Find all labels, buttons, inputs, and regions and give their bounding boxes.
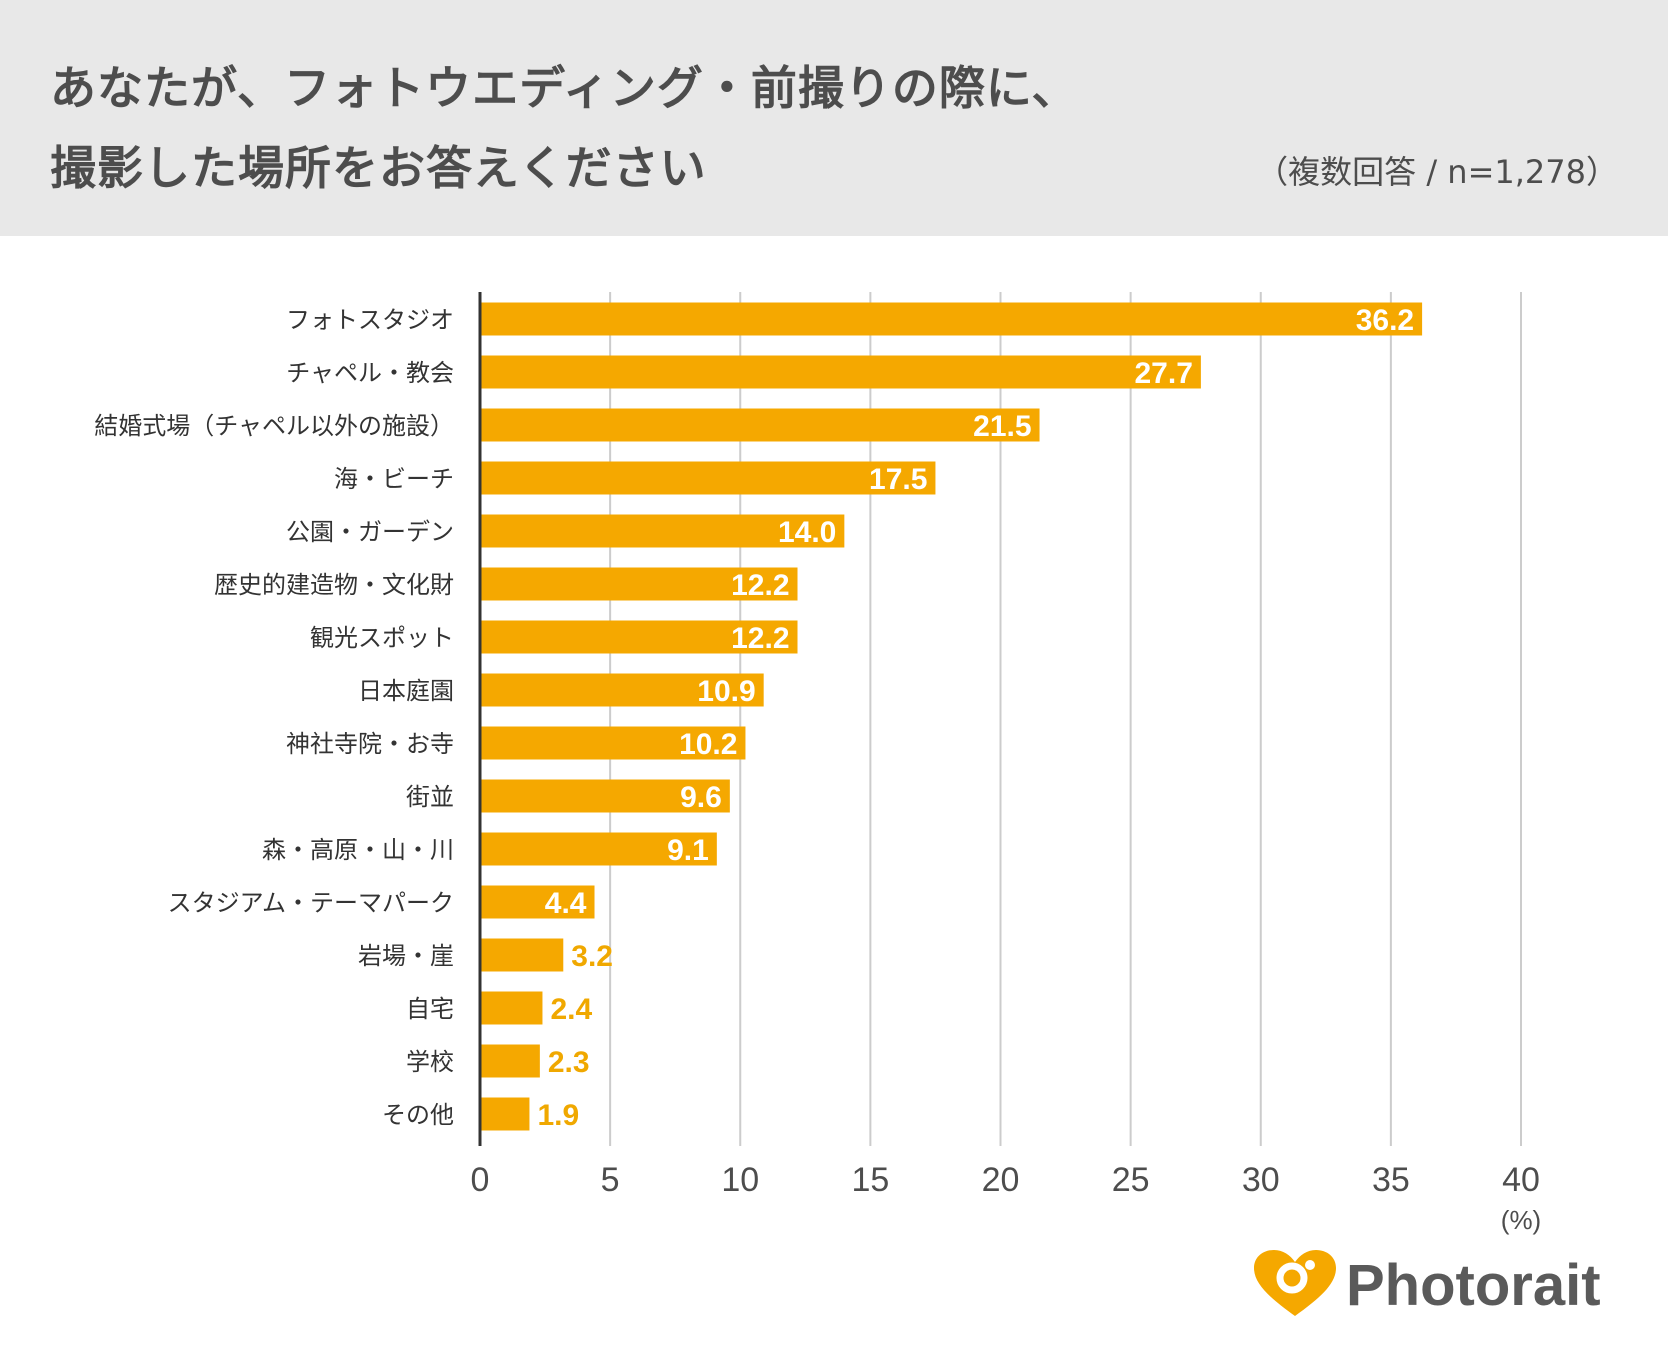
category-label: 岩場・崖 <box>358 942 454 970</box>
bar <box>480 885 595 919</box>
photorait-logo: Photorait <box>1250 1250 1630 1320</box>
bar <box>480 620 798 654</box>
bar <box>480 461 936 495</box>
bar <box>480 991 543 1025</box>
category-label: 神社寺院・お寺 <box>286 730 454 758</box>
bar <box>480 514 845 548</box>
heart-logo-icon <box>1254 1250 1336 1316</box>
x-tick-label: 10 <box>721 1161 759 1199</box>
category-label: その他 <box>382 1101 454 1129</box>
category-label: 公園・ガーデン <box>286 518 454 546</box>
value-label: 21.5 <box>973 410 1031 443</box>
value-label: 12.2 <box>731 622 789 655</box>
category-label: チャペル・教会 <box>286 359 454 387</box>
bar <box>480 726 746 760</box>
chart-title-line-2: 撮影した場所をお答えください <box>50 141 707 195</box>
value-label: 3.2 <box>571 940 613 973</box>
bar <box>480 302 1423 336</box>
category-label: 森・高原・山・川 <box>262 836 454 864</box>
value-label: 14.0 <box>778 516 836 549</box>
x-axis-unit-label: (%) <box>1501 1205 1541 1235</box>
bar <box>480 408 1040 442</box>
value-label: 12.2 <box>731 569 789 602</box>
sample-note: （複数回答 / n=1,278） <box>1256 153 1618 191</box>
x-tick-label: 20 <box>982 1161 1020 1199</box>
category-label: 歴史的建造物・文化財 <box>214 571 454 599</box>
bar <box>480 1097 530 1131</box>
x-tick-label: 35 <box>1372 1161 1410 1199</box>
bar <box>480 938 564 972</box>
bar <box>480 355 1201 389</box>
x-tick-label: 25 <box>1112 1161 1150 1199</box>
brand-name: Photorait <box>1346 1253 1601 1318</box>
value-label: 36.2 <box>1356 304 1414 337</box>
category-label: 街並 <box>406 783 454 811</box>
value-label: 10.9 <box>697 675 755 708</box>
category-label: 結婚式場（チャペル以外の施設） <box>94 412 454 440</box>
category-label: 学校 <box>406 1048 454 1076</box>
x-tick-label: 0 <box>471 1161 490 1199</box>
value-label: 10.2 <box>679 728 737 761</box>
value-label: 17.5 <box>869 463 927 496</box>
category-label: 観光スポット <box>310 624 454 652</box>
x-tick-label: 15 <box>851 1161 889 1199</box>
category-label: 海・ビーチ <box>334 465 454 493</box>
value-label: 2.4 <box>550 993 592 1026</box>
bar <box>480 779 730 813</box>
x-tick-label: 5 <box>601 1161 620 1199</box>
x-tick-label: 30 <box>1242 1161 1280 1199</box>
chart-title-line-1: あなたが、フォトウエディング・前撮りの際に、 <box>50 61 1079 115</box>
value-label: 4.4 <box>545 887 587 920</box>
bar <box>480 1044 540 1078</box>
category-label: 自宅 <box>406 995 454 1023</box>
value-label: 1.9 <box>537 1099 579 1132</box>
bar <box>480 567 798 601</box>
bar <box>480 832 717 866</box>
x-tick-label: 40 <box>1502 1161 1540 1199</box>
value-label: 9.6 <box>680 781 722 814</box>
bar <box>480 673 764 707</box>
value-label: 9.1 <box>667 834 709 867</box>
category-label: フォトスタジオ <box>286 306 454 334</box>
header-banner: あなたが、フォトウエディング・前撮りの際に、 撮影した場所をお答えください （複… <box>0 0 1668 236</box>
bar-chart: フォトスタジオ 36.2 チャペル・教会 27.7 結婚式場（チャペル以外の施設） 21.… <box>94 292 1541 1235</box>
category-label: 日本庭園 <box>358 677 454 705</box>
value-label: 2.3 <box>548 1046 590 1079</box>
value-label: 27.7 <box>1135 357 1193 390</box>
category-label: スタジアム・テーマパーク <box>168 889 454 917</box>
